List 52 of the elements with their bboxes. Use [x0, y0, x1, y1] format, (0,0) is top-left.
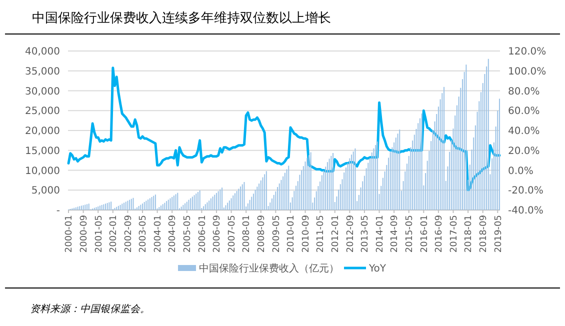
x-tick-label: 2005-05 — [183, 215, 194, 253]
y-tick-label: 30,000 — [25, 86, 60, 98]
y2-tick-label: 100.0% — [508, 66, 546, 78]
x-tick-label: 2001-05 — [94, 215, 104, 253]
y2-tick-label: 0.0% — [508, 166, 534, 177]
y-tick-label: 10,000 — [25, 166, 60, 177]
x-tick-label: 2002-01 — [109, 215, 120, 253]
y-tick-label: 5,000 — [31, 186, 60, 197]
x-tick-label: 2012-01 — [331, 215, 342, 253]
x-tick-label: 2015-05 — [405, 215, 416, 253]
chart-title: 中国保险行业保费收入连续多年维持双位数以上增长 — [32, 11, 331, 26]
x-tick-label: 2003-05 — [138, 215, 149, 253]
x-tick-label: 2019-05 — [494, 215, 504, 253]
x-tick-label: 2011-05 — [316, 215, 326, 253]
y-tick-label: 15,000 — [25, 146, 60, 157]
y2-tick-label: -40.0% — [508, 206, 544, 216]
x-tick-label: 2017-05 — [449, 215, 460, 253]
x-tick-label: 2008-09 — [257, 214, 268, 253]
x-tick-label: 2000-09 — [79, 214, 90, 253]
x-tick-label: 2006-09 — [212, 214, 223, 253]
legend-label: YoY — [368, 264, 387, 274]
y2-tick-label: -20.0% — [508, 186, 544, 197]
x-tick-label: 2009-05 — [272, 215, 282, 253]
y-tick-label: - — [56, 206, 60, 216]
x-tick-label: 2004-09 — [168, 214, 178, 253]
x-tick-label: 2012-09 — [346, 214, 356, 253]
x-tick-label: 2018-09 — [478, 214, 489, 253]
y-tick-label: 40,000 — [25, 46, 60, 58]
x-tick-label: 2013-05 — [360, 215, 371, 253]
y-tick-label: 25,000 — [25, 106, 60, 118]
x-tick-label: 2007-05 — [227, 215, 238, 253]
y2-tick-label: 60.0% — [508, 106, 540, 118]
x-tick-label: 2004-01 — [153, 215, 164, 253]
x-tick-label: 2002-09 — [124, 214, 134, 253]
y-tick-label: 20,000 — [25, 126, 60, 137]
x-tick-label: 2014-09 — [390, 214, 400, 253]
x-tick-label: 2018-01 — [464, 215, 474, 253]
x-tick-label: 2014-01 — [375, 215, 386, 253]
y2-tick-label: 120.0% — [508, 46, 546, 58]
x-tick-label: 2006-01 — [198, 215, 208, 253]
y2-tick-label: 20.0% — [508, 146, 540, 157]
x-tick-label: 2016-09 — [434, 214, 445, 253]
x-tick-label: 2000-01 — [64, 215, 75, 253]
y-tick-label: 35,000 — [25, 66, 60, 78]
y2-tick-label: 80.0% — [508, 86, 540, 98]
x-tick-label: 2010-09 — [301, 214, 312, 253]
x-tick-label: 2010-01 — [286, 215, 297, 253]
y2-tick-label: 40.0% — [508, 126, 540, 137]
x-tick-label: 2016-01 — [420, 215, 430, 253]
x-tick-label: 2008-01 — [242, 215, 252, 253]
text: 资料来源：中国银保监会。 — [30, 303, 150, 315]
legend-label: 中国保险行业保费收入（亿元） — [199, 262, 339, 274]
